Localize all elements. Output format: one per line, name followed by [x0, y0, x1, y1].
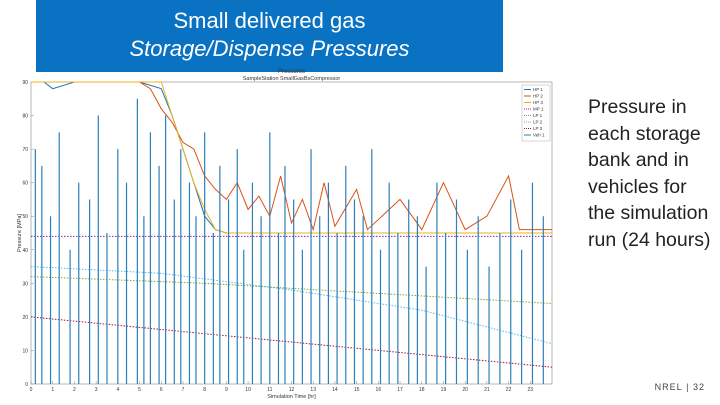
legend-entry: LP 3: [533, 126, 543, 131]
x-tick-label: 7: [182, 387, 185, 393]
slide-title: Small delivered gas: [173, 8, 366, 33]
x-tick-label: 2: [73, 387, 76, 393]
slide-title-banner: Small delivered gas Storage/Dispense Pre…: [36, 0, 503, 72]
x-tick-label: 9: [225, 387, 228, 393]
y-axis-label: Pressure [MPa]: [17, 214, 23, 252]
chart-title: Pressures: [278, 69, 305, 75]
y-tick-label: 70: [22, 147, 28, 153]
x-tick-label: 6: [160, 387, 163, 393]
series-hp-2-line: [31, 81, 552, 232]
x-tick-label: 4: [116, 387, 119, 393]
series-lp-3-line: [30, 316, 553, 368]
y-tick-label: 30: [22, 281, 28, 287]
x-tick-label: 21: [484, 387, 490, 393]
y-tick-label: 90: [22, 80, 28, 86]
x-tick-label: 19: [441, 387, 447, 393]
legend-entry: HP 3: [533, 100, 543, 105]
legend-entry: LP 1: [533, 113, 543, 118]
footer-org: NREL: [654, 382, 683, 392]
y-tick-label: 50: [22, 214, 28, 220]
slide-subtitle: Storage/Dispense Pressures: [129, 36, 410, 61]
x-tick-label: 3: [95, 387, 98, 393]
x-tick-label: 8: [203, 387, 206, 393]
slide-footer: NREL | 32: [655, 382, 705, 392]
x-tick-label: 5: [138, 387, 141, 393]
x-tick-label: 22: [506, 387, 512, 393]
x-tick-label: 16: [376, 387, 382, 393]
series-hp-1-line: [31, 81, 552, 234]
x-tick-label: 13: [310, 387, 316, 393]
y-tick-label: 20: [22, 315, 28, 321]
x-tick-label: 14: [332, 387, 338, 393]
x-tick-label: 10: [245, 387, 251, 393]
legend-entry: MP 1: [533, 107, 544, 112]
slide-side-text: Pressure in each storage bank and in veh…: [588, 96, 711, 251]
x-axis-label: Simulation Time [hr]: [267, 394, 316, 400]
y-tick-label: 80: [22, 114, 28, 120]
legend-entry: HP 1: [533, 87, 543, 92]
x-tick-label: 17: [397, 387, 403, 393]
y-tick-label: 10: [22, 348, 28, 354]
y-tick-label: 40: [22, 248, 28, 254]
y-tick-label: 0: [25, 382, 28, 388]
legend-entry: Veh 1: [533, 133, 545, 138]
x-tick-label: 1: [51, 387, 54, 393]
x-tick-label: 0: [30, 387, 33, 393]
x-tick-label: 11: [267, 387, 272, 393]
y-tick-label: 60: [22, 181, 28, 187]
legend-entry: LP 2: [533, 120, 543, 125]
footer-page-number: 32: [692, 382, 705, 392]
footer-separator: |: [686, 382, 690, 392]
legend-entry: HP 2: [533, 94, 543, 99]
x-tick-label: 12: [289, 387, 295, 393]
x-tick-label: 23: [528, 387, 534, 393]
x-tick-label: 18: [419, 387, 425, 393]
series-hp-3-line: [31, 81, 552, 234]
x-tick-label: 20: [462, 387, 468, 393]
series-lp-2-line: [30, 266, 553, 345]
pressure-chart: Pressures SampleStation SmallGasBsCompres…: [17, 66, 565, 405]
legend-box: [521, 84, 551, 142]
chart-subtitle: SampleStation SmallGasBsCompressor: [243, 76, 341, 82]
x-tick-label: 15: [354, 387, 360, 393]
